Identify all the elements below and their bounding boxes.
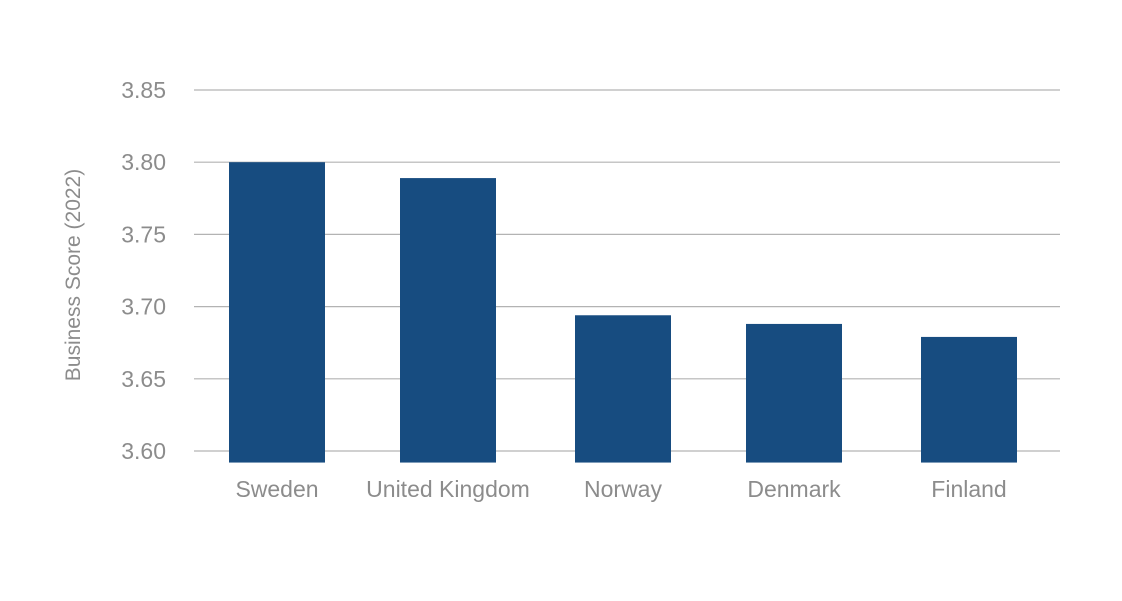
bars	[229, 162, 1017, 463]
bar-sweden	[229, 162, 325, 463]
x-category-label: Finland	[931, 476, 1006, 502]
y-tick-label: 3.70	[121, 294, 166, 320]
y-tick-label: 3.65	[121, 366, 166, 392]
x-category-label: Denmark	[747, 476, 841, 502]
bar-finland	[921, 336, 1017, 463]
x-axis-categories: Sweden United Kingdom Norway Denmark Finland	[235, 476, 1006, 502]
y-tick-label: 3.75	[121, 221, 166, 247]
bar-norway	[575, 315, 671, 463]
y-tick-label: 3.60	[121, 438, 166, 464]
x-category-label: Norway	[584, 476, 662, 502]
x-category-label: Sweden	[235, 476, 318, 502]
y-axis-title: Business Score (2022)	[62, 169, 85, 381]
bar-united-kingdom	[400, 178, 496, 463]
y-tick-label: 3.80	[121, 149, 166, 175]
bar-denmark	[746, 323, 842, 463]
x-category-label: United Kingdom	[366, 476, 530, 502]
y-tick-label: 3.85	[121, 77, 166, 103]
y-axis-ticks: 3.85 3.80 3.75 3.70 3.65 3.60	[121, 77, 166, 464]
